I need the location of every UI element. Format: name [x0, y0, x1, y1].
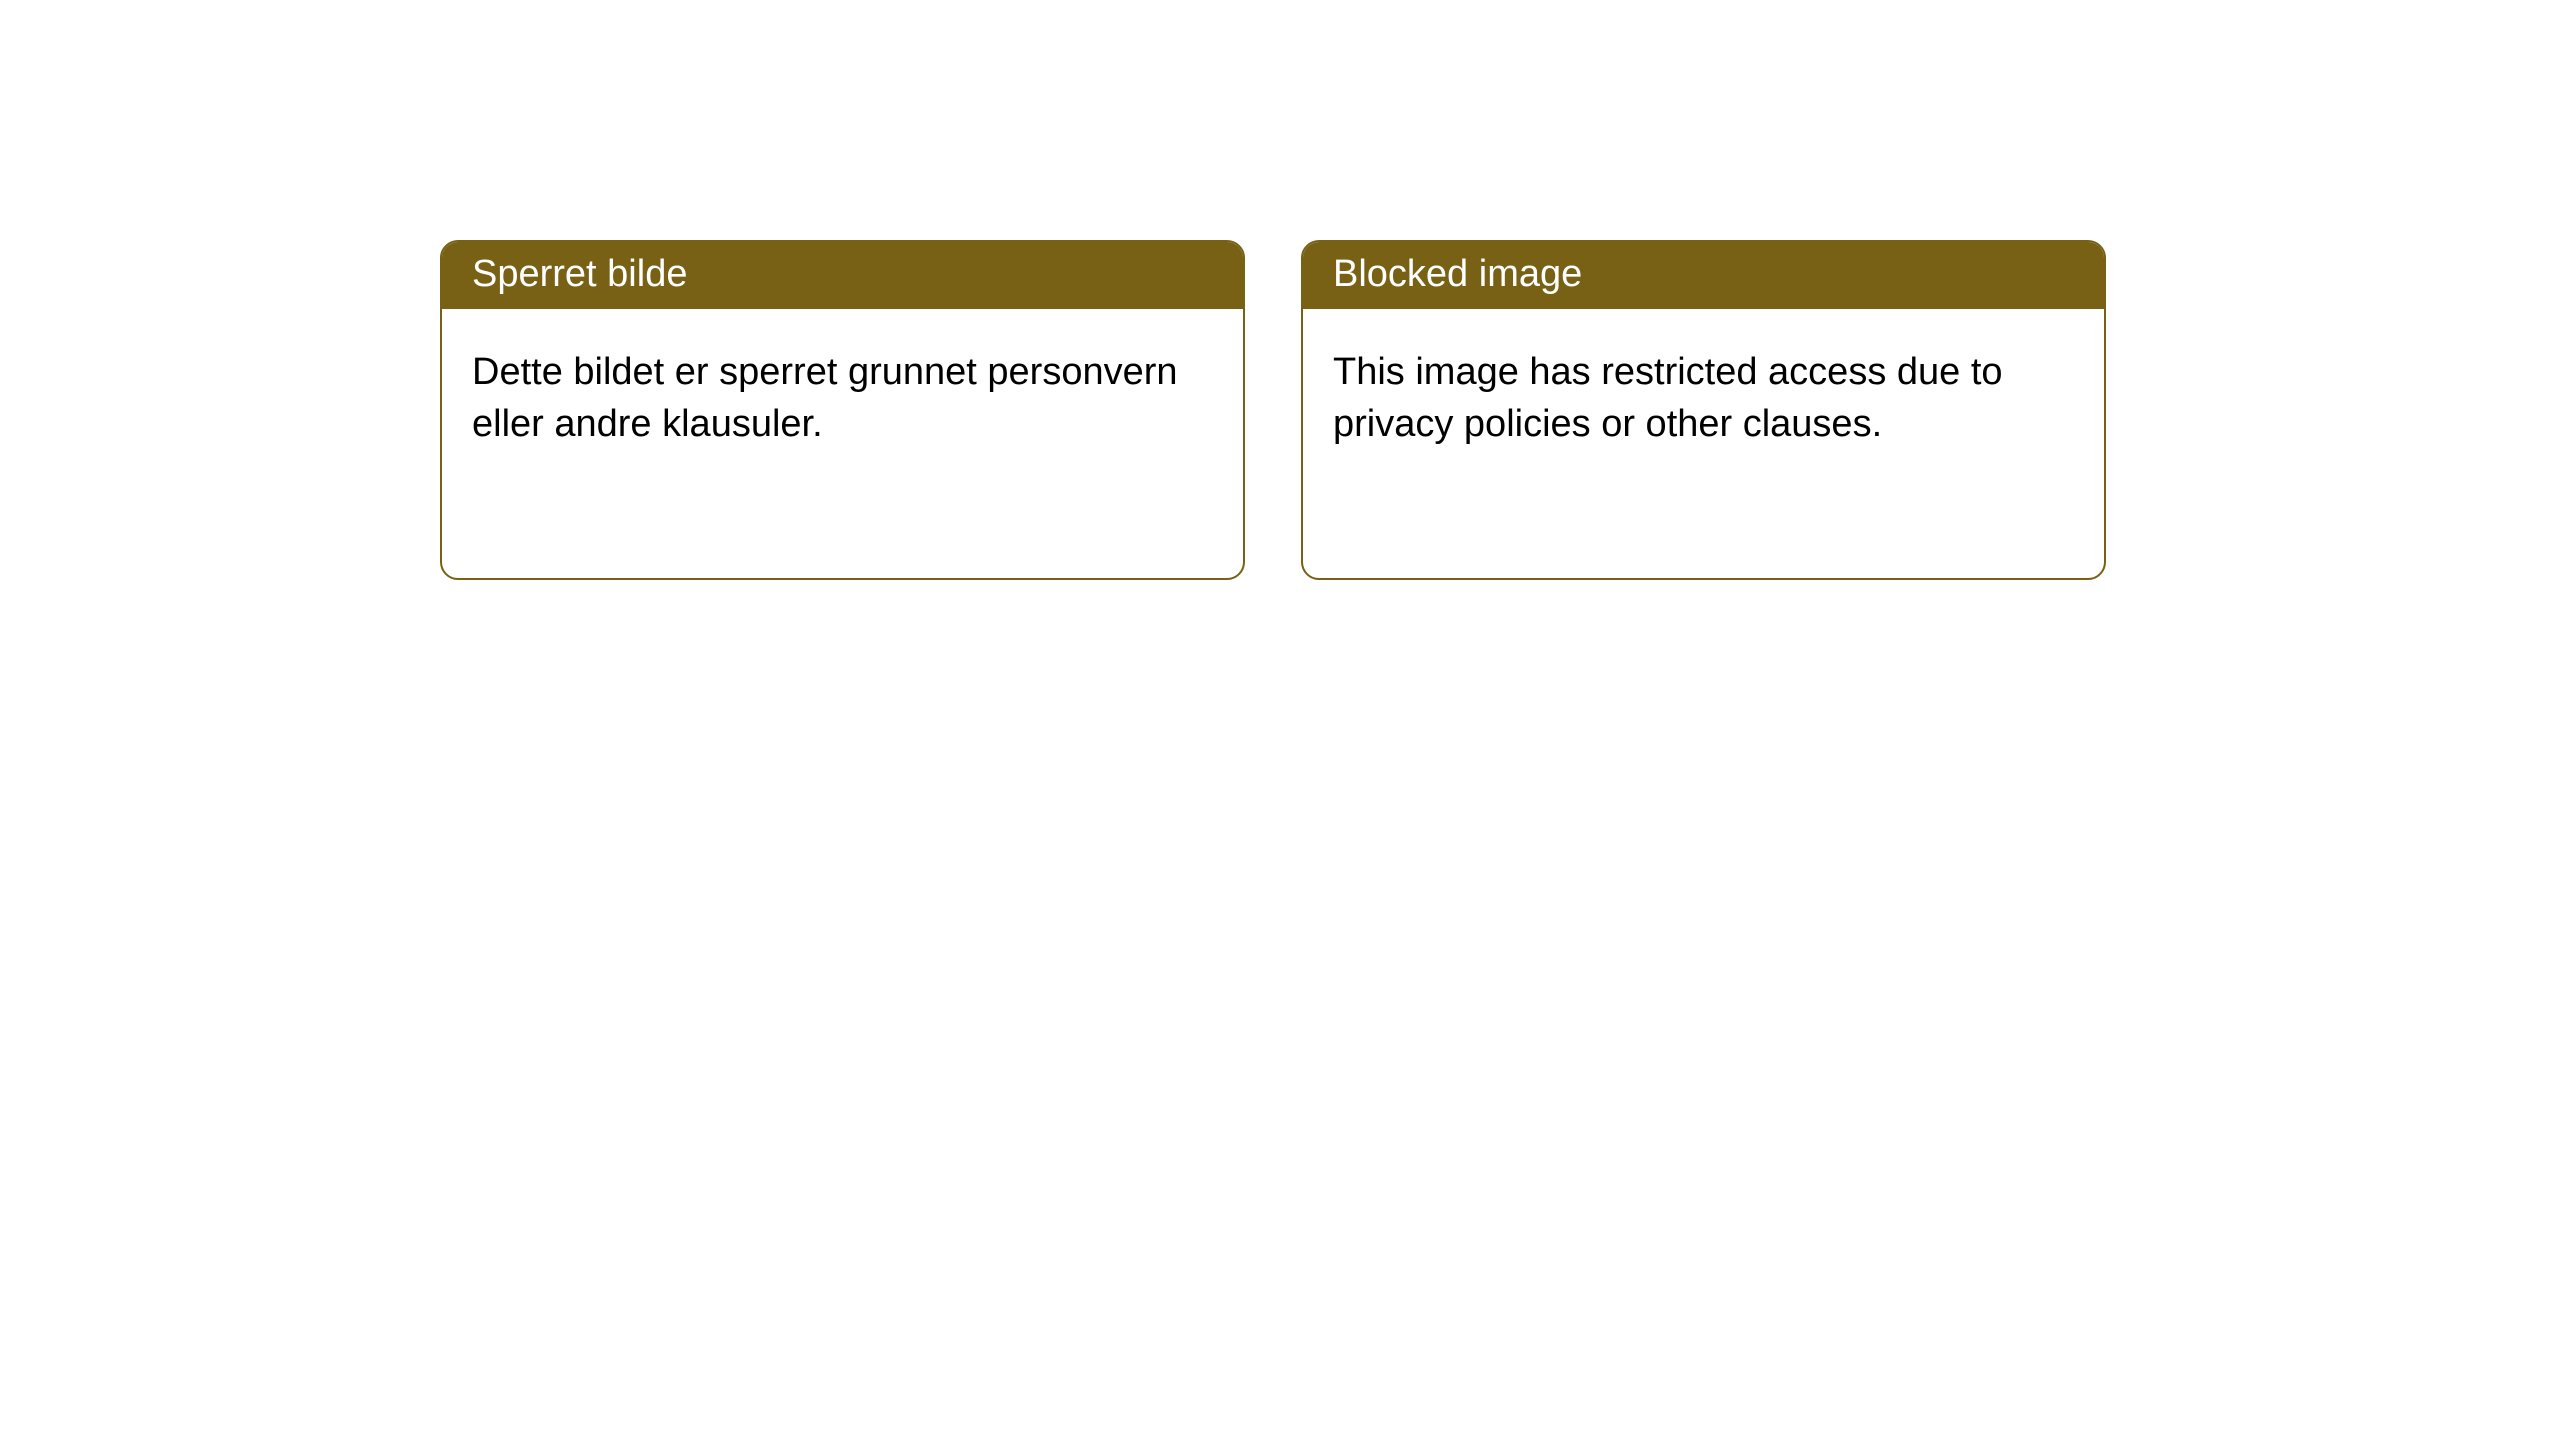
notice-card-body: Dette bildet er sperret grunnet personve…: [442, 309, 1243, 480]
notice-container: Sperret bilde Dette bildet er sperret gr…: [0, 0, 2560, 580]
notice-card-title: Blocked image: [1303, 242, 2104, 309]
notice-card-no: Sperret bilde Dette bildet er sperret gr…: [440, 240, 1245, 580]
notice-card-body: This image has restricted access due to …: [1303, 309, 2104, 480]
notice-card-en: Blocked image This image has restricted …: [1301, 240, 2106, 580]
notice-card-title: Sperret bilde: [442, 242, 1243, 309]
